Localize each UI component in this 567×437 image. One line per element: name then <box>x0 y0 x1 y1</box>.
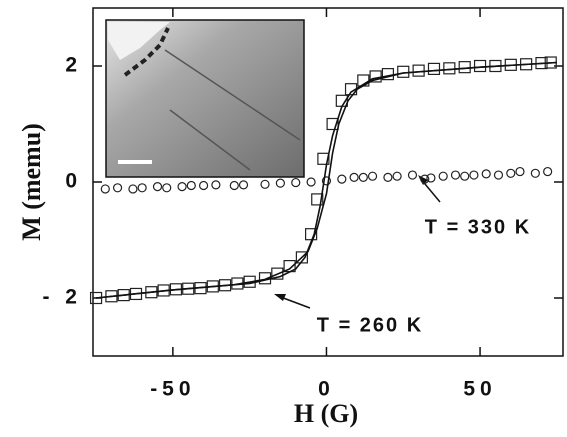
circle-marker <box>516 168 524 176</box>
y-tick-label: 2 <box>65 54 82 77</box>
circle-marker <box>470 171 478 179</box>
circle-marker <box>451 171 459 179</box>
x-axis-title: H (G) <box>294 399 358 428</box>
circle-marker <box>138 184 146 192</box>
circle-marker <box>292 179 300 187</box>
circle-marker <box>101 185 109 193</box>
inset-scale-bar <box>118 160 152 164</box>
circle-marker <box>350 173 358 181</box>
circle-marker <box>240 181 248 189</box>
circle-marker <box>439 172 447 180</box>
circle-marker <box>178 183 186 191</box>
circle-marker <box>187 181 195 189</box>
square-marker <box>459 62 470 73</box>
annotation-arrowhead <box>418 175 428 185</box>
circle-marker <box>338 175 346 183</box>
circle-marker <box>494 171 502 179</box>
square-marker <box>444 63 455 74</box>
square-marker <box>413 65 424 76</box>
annotation-arrowhead <box>274 294 286 301</box>
y-tick-label: - 2 <box>42 286 82 309</box>
circle-marker <box>212 181 220 189</box>
square-marker <box>475 61 486 72</box>
circle-marker <box>230 181 238 189</box>
circle-marker <box>163 184 171 192</box>
chart: H (G) M (memu) T = 330 K T = 260 K -50 0 5… <box>0 0 567 437</box>
x-tick-label: 0 <box>318 378 335 401</box>
circle-marker <box>359 173 367 181</box>
square-marker <box>428 63 439 74</box>
circle-marker <box>369 172 377 180</box>
x-tick-label: -50 <box>150 378 195 401</box>
annotation: T = 260 K <box>317 314 423 336</box>
circle-marker <box>307 178 315 186</box>
circle-marker <box>276 179 284 187</box>
circle-marker <box>114 184 122 192</box>
x-tick-label: 50 <box>463 378 496 401</box>
circle-marker <box>544 168 552 176</box>
circle-marker <box>507 169 515 177</box>
inset-image <box>106 20 304 177</box>
annotation: T = 330 K <box>425 216 531 238</box>
circle-marker <box>261 180 269 188</box>
circle-marker <box>531 169 539 177</box>
circle-marker <box>154 183 162 191</box>
circle-marker <box>482 170 490 178</box>
y-tick-label: 0 <box>65 170 82 193</box>
y-axis-title: M (memu) <box>17 123 46 241</box>
circle-marker <box>393 172 401 180</box>
circle-marker <box>384 173 392 181</box>
circle-marker <box>408 171 416 179</box>
circle-marker <box>129 185 137 193</box>
circle-marker <box>461 172 469 180</box>
square-marker <box>398 66 409 77</box>
circle-marker <box>200 181 208 189</box>
